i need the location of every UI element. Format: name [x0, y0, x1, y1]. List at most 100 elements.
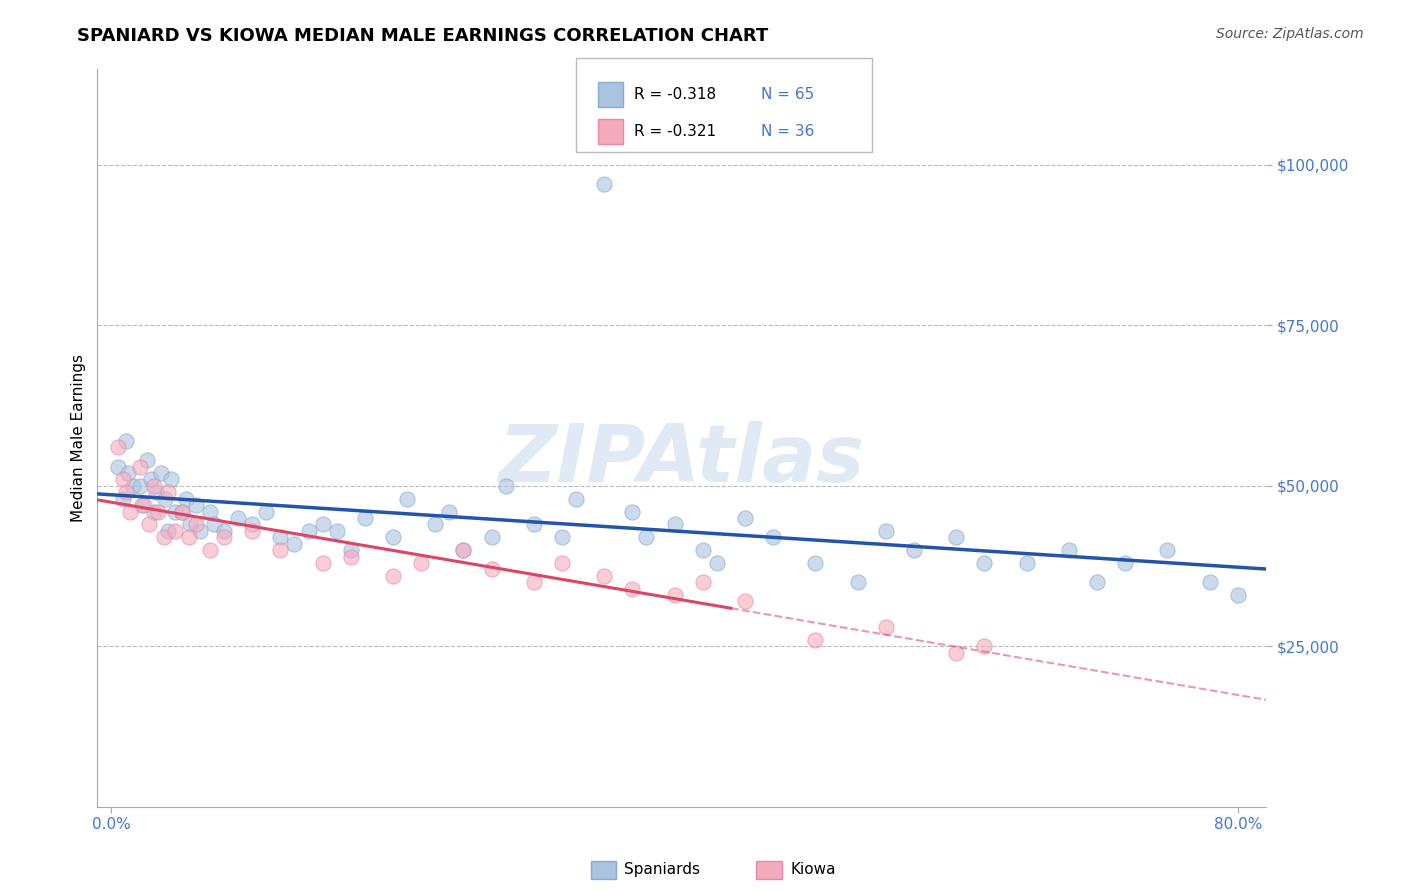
Point — [1156, 543, 1178, 558]
Point — [325, 524, 347, 538]
Point — [945, 530, 967, 544]
Point — [152, 530, 174, 544]
Point — [1226, 588, 1249, 602]
Point — [565, 491, 588, 506]
Point — [131, 498, 153, 512]
Point — [621, 505, 644, 519]
Point — [692, 543, 714, 558]
Point — [804, 633, 827, 648]
Point — [149, 466, 172, 480]
Point — [156, 524, 179, 538]
Point — [354, 511, 377, 525]
Point — [139, 473, 162, 487]
Point — [551, 556, 574, 570]
Point — [1057, 543, 1080, 558]
Text: N = 36: N = 36 — [761, 124, 814, 139]
Point — [425, 517, 447, 532]
Point — [664, 588, 686, 602]
Point — [121, 479, 143, 493]
Point — [153, 491, 176, 506]
Text: SPANIARD VS KIOWA MEDIAN MALE EARNINGS CORRELATION CHART: SPANIARD VS KIOWA MEDIAN MALE EARNINGS C… — [77, 27, 769, 45]
Point — [495, 479, 517, 493]
Point — [111, 473, 134, 487]
Point — [523, 517, 546, 532]
Point — [593, 569, 616, 583]
Point — [170, 505, 193, 519]
Point — [593, 177, 616, 191]
Point — [114, 434, 136, 448]
Point — [846, 575, 869, 590]
Point — [107, 459, 129, 474]
Point — [311, 517, 333, 532]
Point — [142, 479, 165, 493]
Point — [212, 524, 235, 538]
Point — [1198, 575, 1220, 590]
Point — [128, 479, 150, 493]
Point — [481, 530, 503, 544]
Point — [188, 524, 211, 538]
Point — [382, 569, 405, 583]
Point — [202, 517, 225, 532]
Point — [621, 582, 644, 596]
Point — [523, 575, 546, 590]
Text: Source: ZipAtlas.com: Source: ZipAtlas.com — [1216, 27, 1364, 41]
Point — [804, 556, 827, 570]
Text: Kiowa: Kiowa — [790, 863, 835, 877]
Point — [212, 530, 235, 544]
Point — [128, 459, 150, 474]
Point — [240, 517, 263, 532]
Point — [269, 543, 291, 558]
Point — [1085, 575, 1108, 590]
Point — [107, 441, 129, 455]
Point — [184, 517, 207, 532]
Point — [163, 505, 186, 519]
Point — [118, 505, 141, 519]
Point — [132, 498, 155, 512]
Text: N = 65: N = 65 — [761, 87, 814, 103]
Point — [664, 517, 686, 532]
Point — [1015, 556, 1038, 570]
Point — [174, 491, 197, 506]
Point — [254, 505, 277, 519]
Point — [179, 517, 201, 532]
Point — [135, 453, 157, 467]
Point — [903, 543, 925, 558]
Point — [411, 556, 433, 570]
Point — [283, 537, 305, 551]
Point — [382, 530, 405, 544]
Point — [159, 473, 181, 487]
Point — [453, 543, 475, 558]
Y-axis label: Median Male Earnings: Median Male Earnings — [72, 354, 86, 522]
Point — [142, 505, 165, 519]
Point — [156, 485, 179, 500]
Point — [114, 485, 136, 500]
Point — [269, 530, 291, 544]
Point — [311, 556, 333, 570]
Point — [692, 575, 714, 590]
Text: R = -0.318: R = -0.318 — [634, 87, 716, 103]
Point — [177, 530, 200, 544]
Point — [117, 466, 139, 480]
Text: Spaniards: Spaniards — [624, 863, 700, 877]
Point — [439, 505, 461, 519]
Point — [875, 620, 897, 634]
Point — [551, 530, 574, 544]
Point — [973, 556, 995, 570]
Point — [973, 640, 995, 654]
Point — [111, 491, 134, 506]
Point — [340, 549, 363, 564]
Text: ZIPAtlas: ZIPAtlas — [499, 421, 865, 499]
Point — [1114, 556, 1136, 570]
Point — [163, 524, 186, 538]
Point — [762, 530, 785, 544]
Point — [198, 543, 221, 558]
Point — [875, 524, 897, 538]
Point — [198, 505, 221, 519]
Point — [734, 594, 756, 608]
Point — [945, 646, 967, 660]
Point — [170, 505, 193, 519]
Point — [481, 562, 503, 576]
Point — [340, 543, 363, 558]
Text: R = -0.321: R = -0.321 — [634, 124, 716, 139]
Point — [706, 556, 728, 570]
